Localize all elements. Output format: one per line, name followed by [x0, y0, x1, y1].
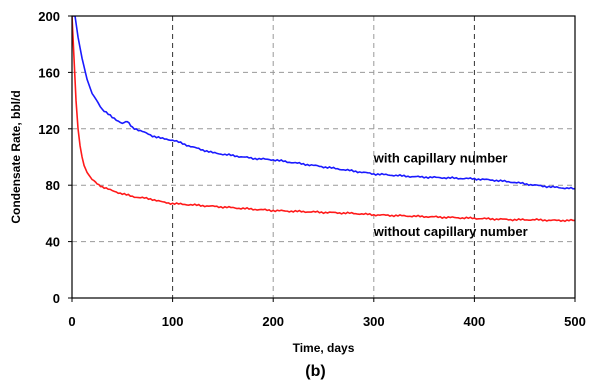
x-tick-label: 300 [363, 314, 385, 329]
axes [71, 15, 576, 299]
series-annotation: with capillary number [373, 151, 508, 166]
y-tick-label: 0 [53, 291, 60, 306]
plot-frame [71, 15, 576, 299]
series-layer [72, 16, 575, 223]
series-line-without-capillary [72, 16, 575, 223]
x-tick-label: 500 [564, 314, 586, 329]
y-tick-label: 80 [46, 178, 60, 193]
x-tick-label: 200 [262, 314, 284, 329]
y-axis-ticks: 0 40 80 120 160 200 [38, 9, 72, 306]
y-tick-label: 160 [38, 65, 60, 80]
annotations: with capillary number without capillary n… [373, 151, 528, 239]
grid [72, 16, 575, 298]
x-tick-label: 0 [68, 314, 75, 329]
y-tick-label: 40 [46, 235, 60, 250]
series-line-with-capillary [72, 16, 575, 190]
y-tick-label: 120 [38, 122, 60, 137]
y-axis-title: Condensate Rate, bbl/d [9, 90, 23, 223]
x-axis-title: Time, days [293, 341, 355, 355]
x-axis-ticks: 0 100 200 300 400 500 [68, 298, 586, 329]
figure-caption: (b) [305, 363, 325, 380]
x-tick-label: 400 [464, 314, 486, 329]
x-tick-label: 100 [162, 314, 184, 329]
series-annotation: without capillary number [373, 224, 528, 239]
y-tick-label: 200 [38, 9, 60, 24]
